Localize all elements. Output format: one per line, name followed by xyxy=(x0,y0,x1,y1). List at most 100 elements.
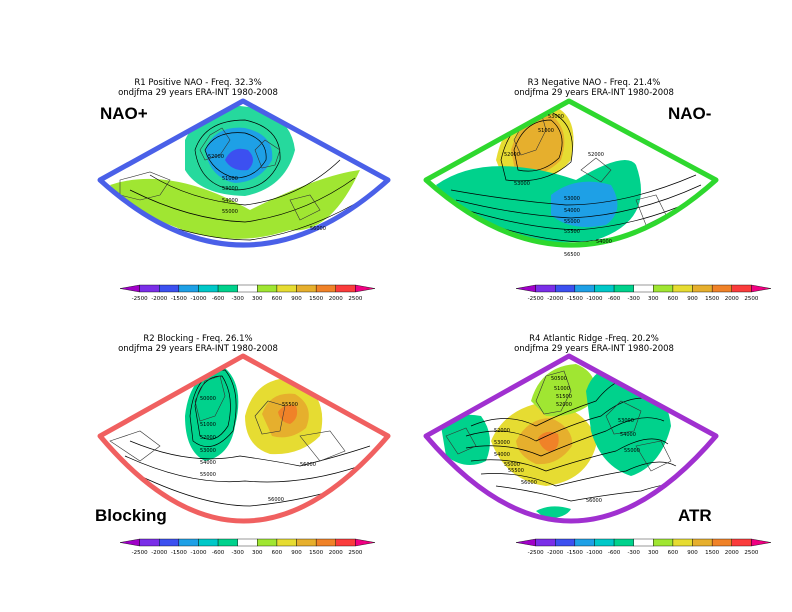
height-contour xyxy=(124,455,361,483)
colorbar-swatch xyxy=(594,284,615,293)
contour-label: 52000 xyxy=(208,154,224,160)
colorbar-swatch xyxy=(692,538,713,547)
colorbar-swatch xyxy=(711,284,732,293)
colorbar-tick-label: 300 xyxy=(648,296,659,302)
coastline xyxy=(535,370,572,415)
height-contour xyxy=(455,184,702,219)
colorbar-tick-label: -600 xyxy=(212,550,225,556)
colorbar-swatch xyxy=(119,538,140,547)
map-frame xyxy=(423,353,719,524)
colorbar-swatch xyxy=(198,538,219,547)
contour-label: 54000 xyxy=(494,452,510,458)
colorbar-tick-label: 2500 xyxy=(744,550,758,556)
contour-label: 52000 xyxy=(588,152,604,158)
colorbar-swatch xyxy=(119,284,140,293)
colorbar-tick-label: 600 xyxy=(668,296,679,302)
contour-label: 55000 xyxy=(624,448,640,454)
contour-label: 51000 xyxy=(222,176,238,182)
colorbar-tick-label: -1500 xyxy=(171,296,187,302)
colorbar-swatch xyxy=(633,284,654,293)
panel-subtitle: ondjfma 29 years ERA-INT 1980-2008 xyxy=(118,88,278,98)
colorbar-tick-label: -2500 xyxy=(528,550,544,556)
colorbar-swatch xyxy=(217,284,238,293)
contour-label: 50500 xyxy=(551,376,567,382)
colorbar-swatch xyxy=(731,284,752,293)
regime-label: ATR xyxy=(678,506,712,525)
colorbar-swatch xyxy=(535,538,556,547)
colorbar-swatch xyxy=(692,284,713,293)
colorbar-tick-label: 2500 xyxy=(744,296,758,302)
colorbar-swatch xyxy=(178,538,199,547)
colorbar-tick-label: -600 xyxy=(212,296,225,302)
contour-label: 52000 xyxy=(504,152,520,158)
coastline xyxy=(605,400,642,435)
contour-label: 53000 xyxy=(222,186,238,192)
colorbar-swatch xyxy=(633,538,654,547)
colorbar-swatch xyxy=(139,284,160,293)
regime-label: NAO- xyxy=(668,104,712,123)
colorbar-swatch xyxy=(653,538,674,547)
colorbar-swatch xyxy=(355,538,376,547)
colorbar-tick-label: 2000 xyxy=(725,296,739,302)
map-frame xyxy=(423,98,719,248)
contour-label: 55000 xyxy=(200,472,216,478)
colorbar-swatch xyxy=(178,284,199,293)
height-contour xyxy=(204,132,267,179)
contour-label: 55000 xyxy=(504,462,520,468)
height-contour xyxy=(465,194,707,231)
panel-subtitle: ondjfma 29 years ERA-INT 1980-2008 xyxy=(514,88,674,98)
coastline xyxy=(635,440,672,472)
colorbar-tick-label: 300 xyxy=(648,550,659,556)
anomaly-region xyxy=(441,414,490,465)
colorbar-swatch xyxy=(574,538,595,547)
contour-label: 51000 xyxy=(538,128,554,134)
coastline xyxy=(194,375,226,422)
map-r1: 52000 51000 53000 54000 55000 56000 xyxy=(97,98,391,248)
colorbar-tick-label: -2500 xyxy=(132,296,148,302)
colorbar-swatch xyxy=(355,284,376,293)
colorbar-tick-label: -1500 xyxy=(567,550,583,556)
colorbar-swatch xyxy=(672,538,693,547)
contour-label: 56000 xyxy=(521,480,537,486)
height-contour xyxy=(129,440,371,467)
contour-label: 53000 xyxy=(200,448,216,454)
height-contour xyxy=(194,375,231,440)
colorbar-tick-label: -2000 xyxy=(151,296,167,302)
contour-label: 56000 xyxy=(310,226,326,232)
colorbar-swatch xyxy=(296,538,317,547)
colorbar-swatch xyxy=(257,284,278,293)
coastline xyxy=(254,139,281,169)
colorbar-tick-label: -2000 xyxy=(547,550,563,556)
colorbar-swatch xyxy=(613,538,634,547)
anomaly-region xyxy=(531,364,596,417)
colorbar-tick-label: -300 xyxy=(627,550,640,556)
contour-label: 56500 xyxy=(564,252,580,258)
colorbar-tick-label: 1500 xyxy=(705,296,719,302)
panel-title: R1 Positive NAO - Freq. 32.3% xyxy=(134,78,262,88)
colorbar-swatch xyxy=(159,284,180,293)
colorbar-swatch xyxy=(711,538,732,547)
contour-label: 53000 xyxy=(494,440,510,446)
anomaly-region xyxy=(538,431,559,452)
coastline xyxy=(254,400,286,435)
colorbar-swatch xyxy=(276,284,297,293)
contour-label: 51000 xyxy=(200,422,216,428)
colorbar-tick-label: 1500 xyxy=(309,550,323,556)
colorbar-swatch xyxy=(672,284,693,293)
colorbar-tick-label: 900 xyxy=(687,296,698,302)
colorbar-swatch xyxy=(555,538,576,547)
colorbar-tick-label: -2000 xyxy=(547,296,563,302)
contour-label: 55000 xyxy=(564,219,580,225)
colorbar-tick-label: 2500 xyxy=(348,550,362,556)
colorbar-tick-label: -1500 xyxy=(567,296,583,302)
coastline xyxy=(199,127,231,161)
colorbar-swatch xyxy=(731,538,752,547)
contour-label: 53000 xyxy=(564,196,580,202)
colorbar-tick-label: 2000 xyxy=(329,296,343,302)
colorbar-tick-label: -300 xyxy=(231,550,244,556)
colorbar-swatch xyxy=(653,284,674,293)
colorbar-swatch xyxy=(159,538,180,547)
colorbar-tick-label: -2500 xyxy=(528,296,544,302)
colorbar-swatch xyxy=(198,284,219,293)
